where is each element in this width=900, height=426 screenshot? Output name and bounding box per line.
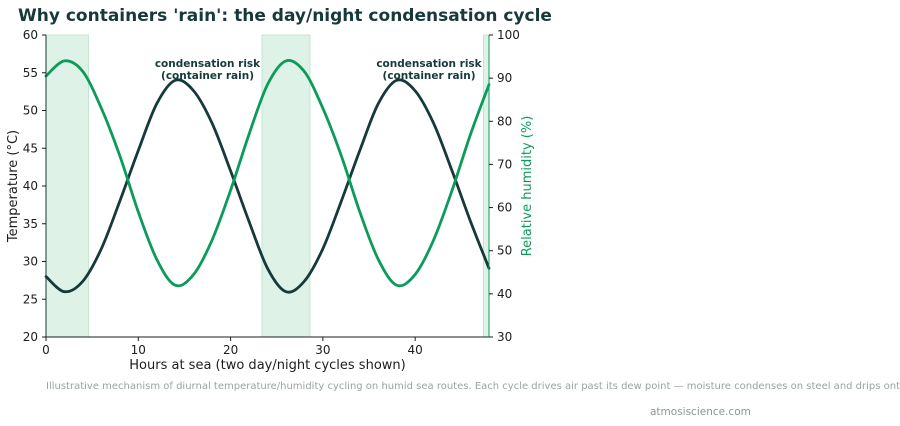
x-tick-label: 40: [408, 343, 423, 357]
y-left-tick-label: 40: [23, 179, 38, 193]
chart-caption: Illustrative mechanism of diurnal temper…: [46, 381, 900, 392]
y-right-tick-label: 30: [497, 330, 512, 344]
y-right-tick-label: 90: [497, 71, 512, 85]
y-axis-right-label: Relative humidity (%): [520, 116, 535, 257]
annotations: condensation risk (container rain)condens…: [155, 58, 483, 82]
x-tick-label: 10: [131, 343, 146, 357]
series-lines: [44, 59, 491, 294]
y-right-tick-label: 60: [497, 201, 512, 215]
y-left-tick-label: 25: [23, 292, 38, 306]
y-left-tick-label: 30: [23, 255, 38, 269]
y-left-tick-label: 20: [23, 330, 38, 344]
y-right-tick-label: 80: [497, 114, 512, 128]
y-left-tick-label: 55: [23, 66, 38, 80]
x-tick-label: 20: [223, 343, 238, 357]
chart-title: Why containers 'rain': the day/night con…: [18, 6, 552, 26]
annotation-line: (container rain): [383, 70, 476, 82]
y-right-tick-label: 70: [497, 157, 512, 171]
x-axis-label: Hours at sea (two day/night cycles shown…: [129, 358, 405, 373]
x-tick-label: 0: [42, 343, 50, 357]
y-axis-left-label: Temperature (°C): [6, 130, 21, 243]
shaded-band-1: [261, 34, 311, 338]
humidity-line: [44, 59, 491, 288]
temperature-line: [44, 78, 491, 294]
axes: 0 10 20 30 40 20 25 30 35 40 45 50 55 60 30 40 50 60 70 80 9…: [23, 28, 520, 357]
y-left-tick-label: 35: [23, 217, 38, 231]
x-tick-label: 30: [315, 343, 330, 357]
y-right-tick-label: 50: [497, 244, 512, 258]
condensation-risk-annotation: condensation risk (container rain): [155, 58, 261, 82]
y-right-tick-label: 40: [497, 287, 512, 301]
shaded-band-0: [45, 34, 89, 338]
annotation-line: (container rain): [161, 70, 254, 82]
y-right-tick-label: 100: [497, 28, 520, 42]
annotation-line: condensation risk: [155, 58, 261, 70]
y-left-tick-label: 60: [23, 28, 38, 42]
y-left-tick-label: 50: [23, 104, 38, 118]
shaded-band-2: [483, 34, 490, 338]
chart-credit: atmosiscience.com: [650, 406, 751, 418]
y-left-tick-label: 45: [23, 141, 38, 155]
shaded-bands: [45, 34, 490, 338]
annotation-line: condensation risk: [376, 58, 482, 70]
condensation-risk-annotation: condensation risk (container rain): [376, 58, 482, 82]
